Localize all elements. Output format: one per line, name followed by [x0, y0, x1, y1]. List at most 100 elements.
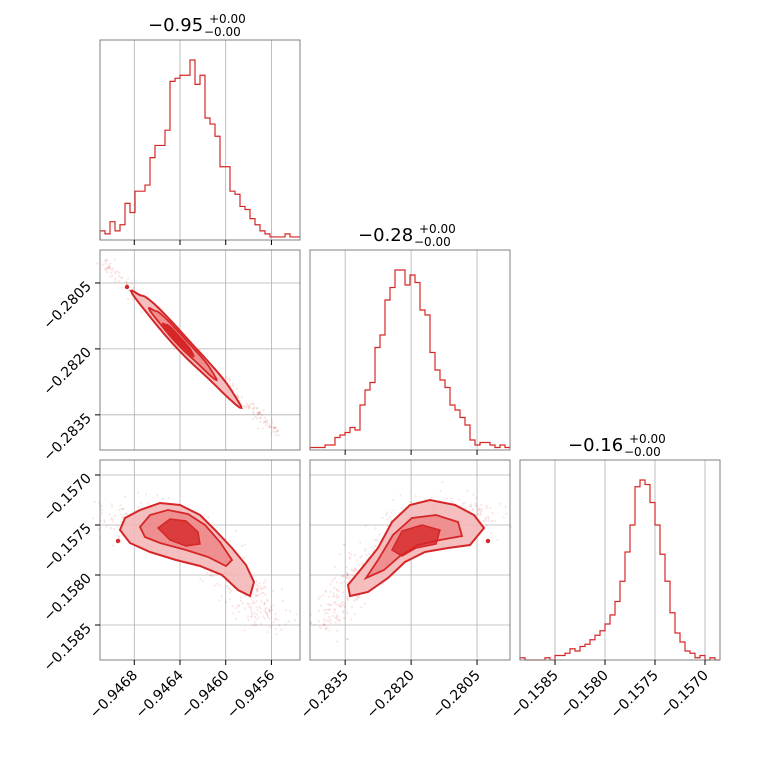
scatter-point: [106, 266, 109, 270]
scatter-point: [485, 504, 488, 508]
scatter-point: [354, 554, 357, 557]
scatter-point: [333, 601, 336, 604]
scatter-point: [235, 387, 238, 390]
scatter-point: [252, 410, 255, 413]
scatter-point: [242, 405, 245, 408]
scatter-point: [323, 623, 326, 627]
panel-frame: [519, 459, 721, 661]
scatter-point: [333, 608, 336, 611]
scatter-point: [275, 434, 278, 437]
scatter-point: [384, 513, 388, 517]
scatter-point: [243, 607, 246, 610]
scatter-point: [274, 431, 277, 434]
scatter-point: [439, 490, 442, 493]
scatter-point: [254, 594, 257, 597]
scatter-point: [337, 603, 340, 606]
scatter-point: [340, 602, 343, 605]
hist-title-minus: −0.00: [204, 25, 241, 39]
scatter-point: [276, 430, 279, 433]
scatter-point: [344, 604, 347, 607]
scatter-point: [340, 605, 343, 608]
scatter-point: [464, 506, 467, 510]
scatter-point: [231, 605, 234, 608]
scatter-point: [114, 270, 117, 273]
scatter-point: [346, 576, 349, 579]
scatter-point: [259, 611, 262, 614]
scatter-point: [132, 286, 135, 289]
scatter-point: [331, 615, 334, 618]
scatter-point: [110, 527, 113, 530]
x-tick-label: −0.1585: [508, 668, 562, 722]
scatter-point: [236, 396, 239, 399]
scatter-point: [111, 505, 114, 508]
hist-panel-bg: [100, 40, 300, 240]
scatter-point: [357, 594, 360, 598]
scatter-point: [263, 603, 266, 606]
scatter-point: [255, 606, 258, 609]
scatter-point: [229, 384, 232, 387]
contour-core: [161, 322, 195, 358]
scatter-point: [470, 505, 473, 508]
scatter-point: [277, 434, 280, 437]
scatter-point: [237, 604, 240, 607]
scatter-point: [257, 412, 260, 415]
scatter-point: [123, 513, 126, 517]
scatter-point: [332, 595, 335, 598]
scatter-point: [108, 266, 111, 269]
scatter-point: [339, 604, 342, 607]
scatter-point: [345, 576, 348, 579]
scatter-point: [273, 426, 276, 429]
scatter-point: [324, 589, 327, 592]
scatter-point: [209, 571, 212, 574]
scatter-point: [475, 513, 478, 517]
scatter-point: [350, 568, 353, 571]
scatter-point: [248, 405, 251, 408]
scatter-point: [499, 502, 502, 505]
hist-title-value: −0.95: [148, 15, 203, 36]
scatter-point: [268, 424, 272, 427]
scatter-point: [374, 539, 377, 542]
scatter-point: [247, 618, 250, 622]
scatter-point: [329, 621, 332, 625]
scatter-point: [317, 620, 320, 623]
scatter-point: [103, 260, 106, 263]
scatter-point: [269, 605, 272, 608]
scatter-point: [337, 618, 340, 621]
hist-title-plus: +0.00: [209, 12, 246, 26]
panel-frame: [99, 39, 301, 241]
scatter-point: [485, 506, 488, 509]
scatter-point: [334, 576, 337, 579]
scatter-point: [381, 516, 384, 519]
scatter-point: [474, 502, 477, 505]
scatter-point: [251, 615, 254, 618]
scatter-point: [335, 581, 338, 584]
scatter-point: [140, 311, 143, 314]
scatter-point: [120, 508, 123, 511]
scatter-point: [225, 601, 228, 604]
scatter-point: [243, 543, 246, 546]
scatter-point: [385, 511, 389, 514]
scatter-point: [460, 504, 463, 508]
scatter-point: [257, 412, 260, 415]
x-tick-label: −0.9464: [133, 667, 187, 721]
scatter-point: [116, 270, 119, 273]
scatter-point: [264, 587, 267, 590]
scatter-point: [100, 512, 104, 515]
scatter-point: [392, 509, 395, 512]
scatter-point: [144, 493, 147, 496]
scatter-point: [400, 507, 403, 510]
scatter-point: [93, 501, 96, 504]
scatter-point: [357, 564, 360, 567]
scatter-point: [118, 508, 121, 511]
scatter-point: [280, 628, 283, 631]
x-tick-label: −0.2835: [298, 668, 352, 722]
scatter-point: [337, 590, 340, 593]
scatter-point: [348, 578, 351, 581]
scatter-point: [328, 608, 331, 611]
scatter-point: [502, 516, 505, 519]
scatter-point: [117, 536, 120, 539]
scatter-point: [484, 520, 487, 523]
scatter-point: [346, 611, 349, 614]
scatter-point: [147, 502, 150, 505]
scatter-point: [354, 568, 357, 571]
